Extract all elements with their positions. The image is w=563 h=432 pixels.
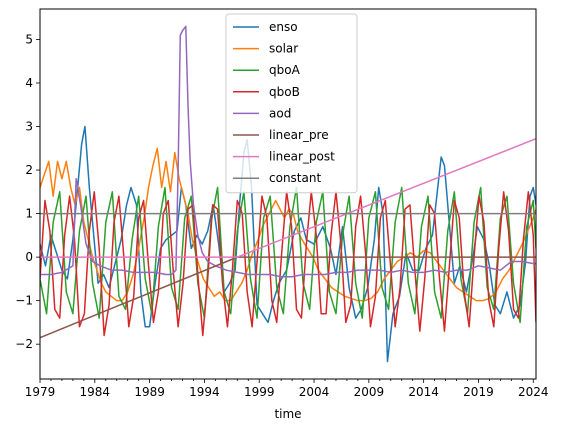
y-tick-label: 0 — [25, 250, 33, 264]
y-tick-label: 5 — [25, 32, 33, 46]
series-line-qboB — [40, 191, 536, 337]
legend-box — [225, 13, 358, 194]
y-tick-label: 4 — [25, 76, 33, 90]
x-tick-label: 2004 — [299, 385, 330, 399]
legend-label-qboB: qboB — [269, 85, 300, 99]
series-line-qboA — [40, 186, 536, 324]
series-line-enso — [40, 125, 536, 363]
x-tick-label: 1999 — [244, 385, 275, 399]
x-tick-label: 2024 — [518, 385, 549, 399]
x-tick-label: 2019 — [463, 385, 494, 399]
y-tick-label: −1 — [15, 294, 33, 308]
legend-label-linear_pre: linear_pre — [269, 128, 329, 142]
y-axis: −2 −1 0 1 2 3 4 5 — [15, 32, 40, 351]
plot-area-frame — [39, 8, 537, 380]
x-tick-label: 1984 — [80, 385, 111, 399]
series-layer — [40, 25, 536, 363]
x-axis-title: time — [274, 407, 301, 421]
series-line-linear_post — [40, 138, 536, 258]
series-line-aod — [40, 25, 536, 278]
legend-label-aod: aod — [269, 106, 291, 120]
y-tick-label: −2 — [15, 337, 33, 351]
legend-label-qboA: qboA — [269, 63, 301, 77]
x-tick-label: 1989 — [134, 385, 165, 399]
x-axis: 1979 1984 1989 1994 1999 2004 2009 2014 2019 2024 — [25, 379, 549, 399]
legend-label-solar: solar — [269, 42, 298, 56]
legend-label-linear_post: linear_post — [269, 150, 335, 164]
x-tick-label: 2014 — [408, 385, 439, 399]
y-tick-label: 2 — [25, 163, 33, 177]
legend-label-enso: enso — [269, 20, 298, 34]
y-tick-label: 1 — [25, 207, 33, 221]
legend-label-constant: constant — [269, 171, 321, 185]
y-tick-label: 3 — [25, 120, 33, 134]
x-tick-label: 1979 — [25, 385, 56, 399]
x-tick-label: 2009 — [354, 385, 385, 399]
legend: enso solar qboA qboB aod linear_pre linear_pos… — [225, 13, 358, 194]
x-tick-label: 1994 — [189, 385, 220, 399]
